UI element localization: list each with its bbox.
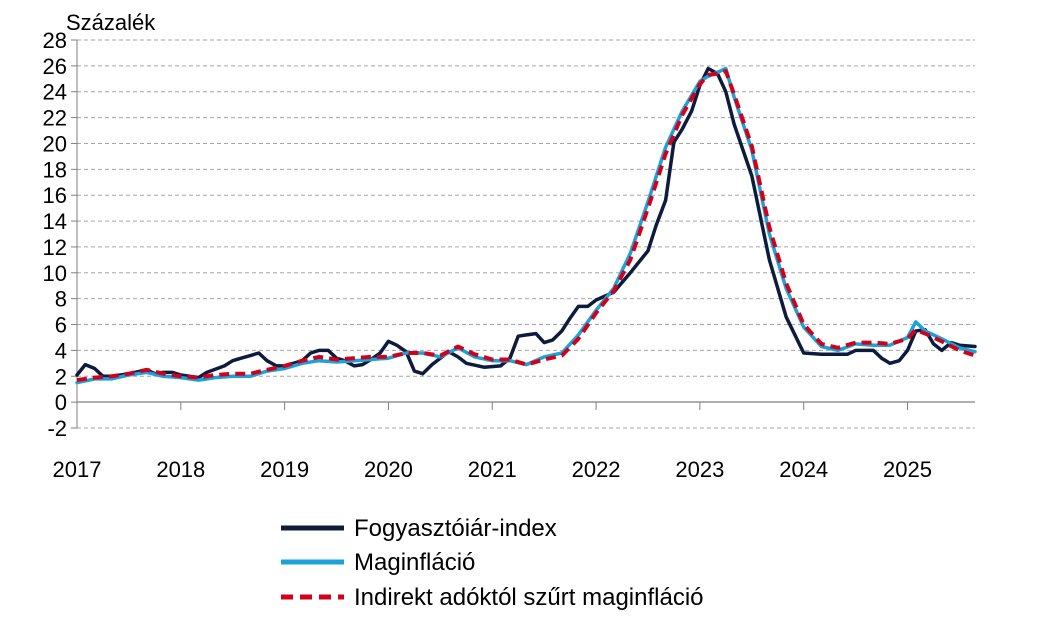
gridlines (77, 39, 975, 429)
series-line-core (75, 66, 977, 385)
series-lines (75, 66, 977, 385)
x-tick-label-2025: 2025 (883, 457, 932, 482)
y-axis-unit-label: Százalék (66, 10, 156, 35)
y-tick-label: 22 (43, 106, 67, 131)
x-tick-label-2023: 2023 (675, 457, 724, 482)
y-tick-label: 20 (43, 131, 67, 156)
x-tick-label-2017: 2017 (53, 457, 102, 482)
legend: Fogyasztóiár-index Maginfláció Indirekt ad… (281, 515, 704, 611)
x-tick-label-2019: 2019 (260, 457, 309, 482)
legend-label-core: Maginfláció (354, 549, 475, 576)
y-tick-label: 4 (55, 338, 67, 363)
legend-label-core_tax_adjusted: Indirekt adóktól szűrt maginfláció (354, 584, 704, 611)
x-tick-label-2022: 2022 (572, 457, 621, 482)
y-tick-label: 16 (43, 183, 67, 208)
y-tick-label: 12 (43, 235, 67, 260)
legend-label-cpi: Fogyasztóiár-index (354, 515, 557, 542)
series-line-cpi (75, 66, 977, 380)
y-tick-label: 28 (43, 28, 67, 53)
y-tick-label: 24 (43, 80, 67, 105)
y-tick-label: 0 (55, 390, 67, 415)
x-tick-label-2018: 2018 (156, 457, 205, 482)
y-tick-label: 26 (43, 54, 67, 79)
x-tick-label-2021: 2021 (468, 457, 517, 482)
y-tick-label: 2 (55, 364, 67, 389)
y-tick-label: 14 (43, 209, 67, 234)
y-tick-label: 8 (55, 287, 67, 312)
y-tick-label: 6 (55, 313, 67, 338)
y-tick-label: -2 (47, 416, 67, 441)
y-tick-label: 10 (43, 261, 67, 286)
x-axis: 2017 2018 2019 2020 2021 2022 2023 2024 2025 (53, 401, 975, 482)
series-line-core_tax_adjusted (76, 69, 976, 383)
y-tick-label: 18 (43, 157, 67, 182)
x-tick-label-2024: 2024 (779, 457, 828, 482)
x-tick-label-2020: 2020 (364, 457, 413, 482)
